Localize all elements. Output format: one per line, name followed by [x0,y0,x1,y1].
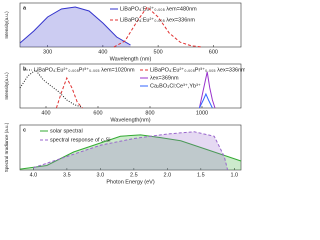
x-tick-label: 2.0 [164,172,172,178]
x-tick-label: 1.5 [197,172,205,178]
series-line [33,131,229,171]
plot-frame [19,2,242,48]
legend-label: spectral response of c-Si [50,137,111,143]
x-tick-label: 2.5 [130,172,138,178]
x-tick-label: 400 [98,49,107,55]
legend-label: solar spectral [50,128,83,134]
y-axis-label: Intensity(a.u.) [4,72,9,100]
x-tick-label: 1.0 [230,172,238,178]
legend-label: LiBaPO₄:Eu²⁺₀.₀₀₅ λem=480nm [120,5,197,12]
y-axis-label: Spectral Irradiance (a.u.) [4,122,9,172]
figure: a Intensity(a.u.) Wavelength (nm) 300 400 500… [4,2,245,185]
plot-frame [19,124,242,171]
plot-frame [19,63,242,109]
x-axis-label: Photon Energy (eV) [106,179,154,185]
legend-label: Ca₂BO₃Cl:Ce³⁺,Yb³⁺ [150,82,201,89]
series-area [20,134,241,170]
legend-label: LiBaPO₄:Eu²⁺₀.₀₀₅Pr³⁺₀.₀₀₅ λem=1020nm [34,66,135,73]
x-tick-label: 1000 [196,110,208,116]
x-tick-label: 3.5 [63,172,71,178]
x-tick-label: 600 [209,49,218,55]
x-tick-label: 300 [43,49,52,55]
panel-label: a [23,5,27,11]
x-tick-label: 500 [154,49,163,55]
x-axis-label: Wavelength(nm) [110,117,150,123]
series-line [55,76,83,109]
legend-label: LiBaPO₄:Eu²⁺₀.₀₀₅ λex=336nm [120,16,195,23]
series-area [33,131,228,170]
x-tick-label: 600 [93,110,102,116]
panel-label: b [23,66,27,72]
panel-label: c [23,127,26,133]
x-tick-label: 800 [145,110,154,116]
series-line [198,71,216,109]
series-line [113,6,203,48]
series-line [198,92,213,109]
x-tick-label: 400 [41,110,50,116]
series-line [19,69,83,108]
y-axis-label: Intensity(a.u.) [4,11,9,39]
series-line [19,6,131,46]
x-tick-label: 3.0 [97,172,105,178]
legend-label: λex=369nm [150,75,179,81]
x-tick-label: 4.0 [30,172,38,178]
x-axis-label: Wavelength (nm) [110,56,152,62]
series-area [20,7,131,47]
legend-label: LiBaPO₄:Eu²⁺₀.₀₀₅Pr³⁺₀.₀₀₅ λex=336nm [150,66,245,73]
